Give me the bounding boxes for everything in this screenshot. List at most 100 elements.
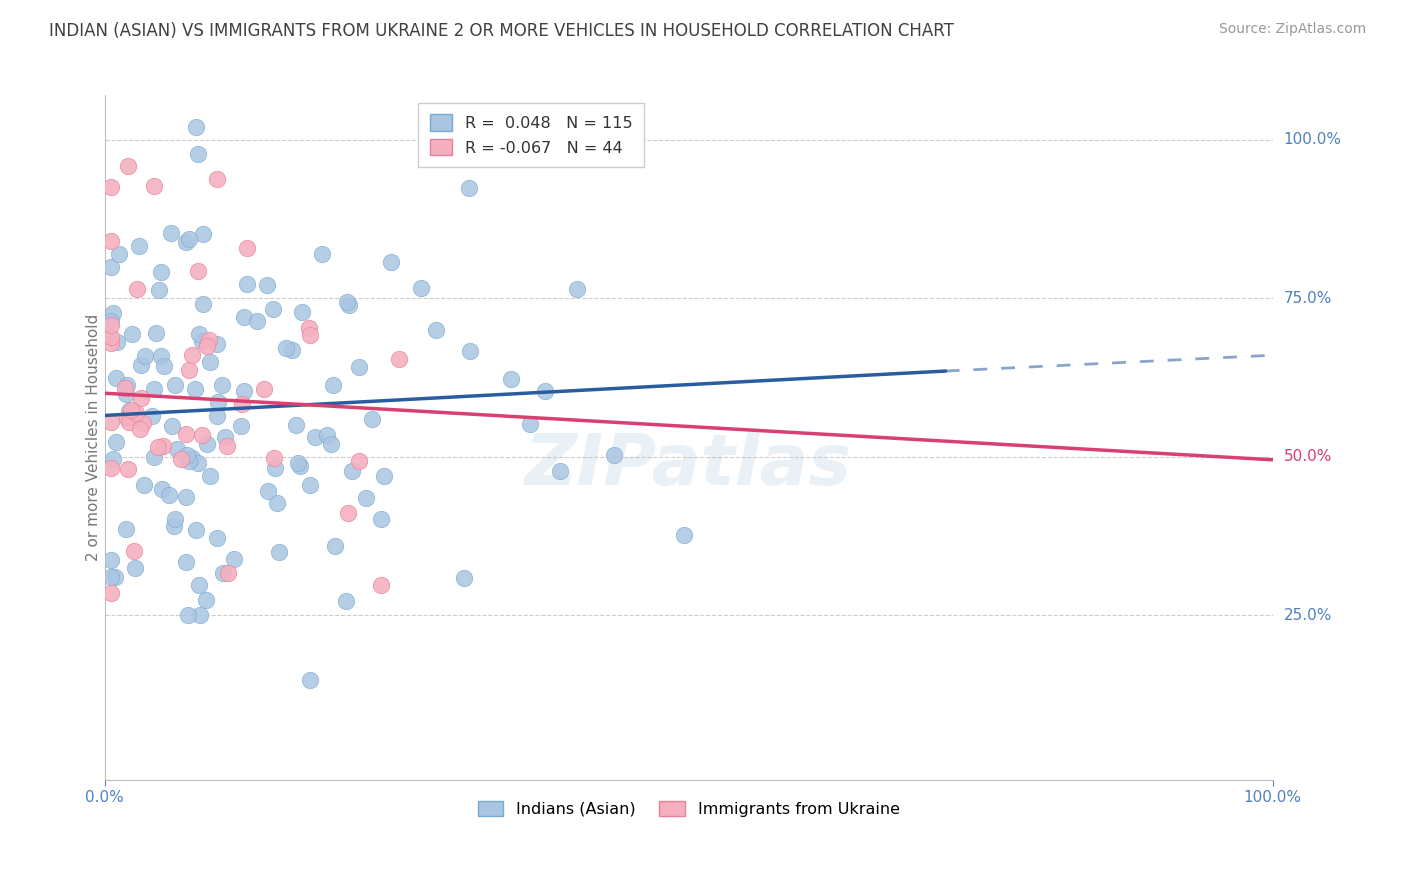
Point	[148, 283, 170, 297]
Point	[100, 260, 122, 274]
Point	[281, 343, 304, 357]
Point	[205, 409, 228, 424]
Point	[212, 566, 235, 581]
Point	[128, 238, 150, 252]
Point	[152, 439, 174, 453]
Point	[340, 464, 363, 478]
Point	[103, 451, 125, 466]
Point	[104, 570, 127, 584]
Point	[673, 527, 696, 541]
Point	[129, 358, 152, 372]
Point	[335, 594, 357, 608]
Point	[191, 428, 214, 442]
Point	[105, 371, 128, 385]
Point	[132, 416, 155, 430]
Point	[304, 430, 326, 444]
Point	[190, 334, 212, 348]
Point	[187, 147, 209, 161]
Point	[141, 409, 163, 423]
Point	[195, 437, 218, 451]
Point	[323, 539, 346, 553]
Point	[291, 305, 314, 319]
Point	[200, 355, 222, 369]
Point	[179, 232, 201, 246]
Point	[188, 326, 211, 341]
Point	[115, 522, 138, 536]
Point	[458, 343, 481, 358]
Point	[336, 295, 359, 310]
Point	[160, 419, 183, 434]
Point	[100, 234, 122, 248]
Point	[190, 607, 212, 622]
Point	[142, 382, 165, 396]
Point	[548, 464, 571, 478]
Point	[229, 419, 252, 434]
Point	[165, 377, 187, 392]
Point	[100, 570, 122, 584]
Point	[288, 459, 311, 474]
Point	[142, 450, 165, 464]
Point	[222, 552, 245, 566]
Point	[108, 246, 131, 260]
Point	[177, 363, 200, 377]
Point	[149, 265, 172, 279]
Point	[373, 469, 395, 483]
Point	[105, 334, 128, 349]
Point	[256, 278, 278, 293]
Point	[114, 381, 136, 395]
Point	[134, 350, 156, 364]
Point	[163, 518, 186, 533]
Point	[115, 410, 138, 425]
Point	[205, 337, 228, 351]
Point	[193, 297, 215, 311]
Point	[125, 407, 148, 421]
Point	[159, 226, 181, 240]
Point	[174, 427, 197, 442]
Point	[198, 333, 221, 347]
Point	[128, 422, 150, 436]
Point	[267, 545, 290, 559]
Point	[187, 264, 209, 278]
Point	[211, 378, 233, 392]
Point	[370, 512, 392, 526]
Y-axis label: 2 or more Vehicles in Household: 2 or more Vehicles in Household	[86, 314, 101, 561]
Point	[188, 577, 211, 591]
Point	[101, 306, 124, 320]
Point	[534, 384, 557, 398]
Point	[100, 553, 122, 567]
Point	[361, 412, 384, 426]
Point	[316, 427, 339, 442]
Text: 100.0%: 100.0%	[1284, 132, 1341, 147]
Point	[181, 348, 204, 362]
Point	[287, 456, 309, 470]
Point	[174, 556, 197, 570]
Point	[100, 586, 122, 600]
Point	[129, 391, 152, 405]
Point	[246, 314, 269, 328]
Point	[565, 282, 588, 296]
Point	[187, 456, 209, 470]
Point	[205, 531, 228, 545]
Point	[453, 571, 475, 585]
Point	[184, 382, 207, 396]
Point	[118, 416, 141, 430]
Point	[501, 371, 523, 385]
Point	[205, 171, 228, 186]
Point	[214, 430, 236, 444]
Point	[100, 318, 122, 333]
Point	[104, 434, 127, 449]
Point	[195, 339, 218, 353]
Point	[285, 417, 308, 432]
Point	[181, 450, 204, 465]
Point	[170, 452, 193, 467]
Text: ZIPatlas: ZIPatlas	[524, 431, 852, 500]
Point	[121, 327, 143, 342]
Point	[118, 404, 141, 418]
Point	[100, 415, 122, 429]
Point	[231, 397, 253, 411]
Point	[153, 359, 176, 373]
Point	[198, 469, 221, 483]
Point	[370, 577, 392, 591]
Point	[349, 453, 371, 467]
Point	[311, 246, 333, 260]
